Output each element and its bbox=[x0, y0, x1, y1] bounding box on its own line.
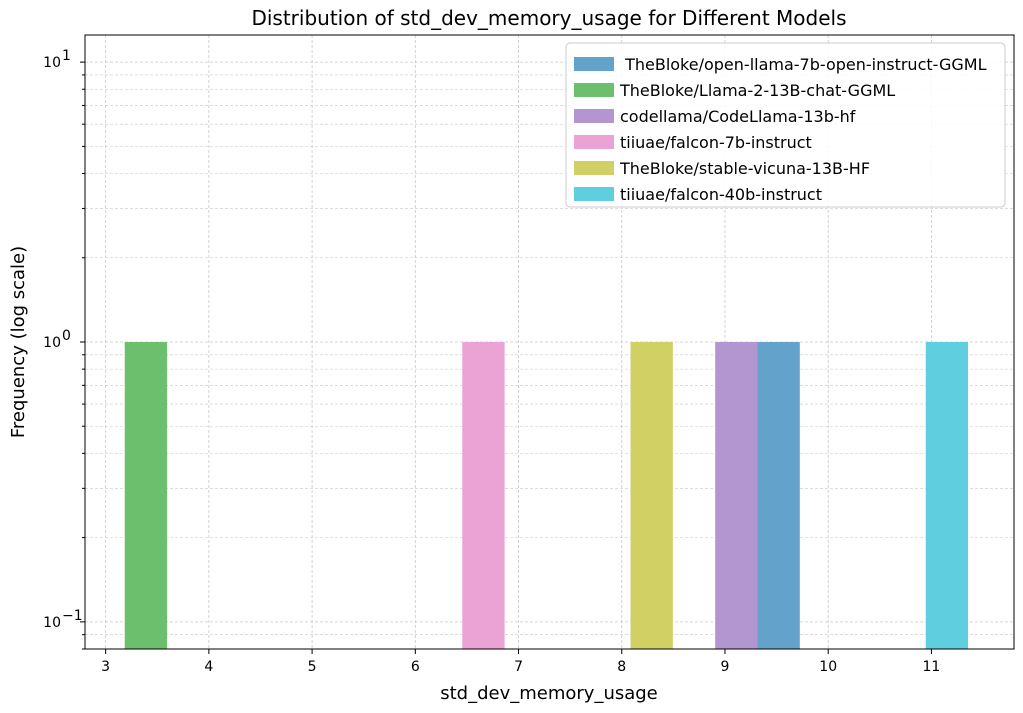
x-tick-label: 9 bbox=[721, 659, 730, 675]
x-tick-label: 7 bbox=[514, 659, 523, 675]
y-axis-label: Frequency (log scale) bbox=[8, 246, 29, 438]
y-tick-exponent: 1 bbox=[62, 48, 71, 64]
y-tick-label: 10 bbox=[43, 55, 61, 71]
bars bbox=[124, 342, 969, 649]
legend: TheBloke/open-llama-7b-open-instruct-GGM… bbox=[565, 42, 1006, 208]
legend-label: tiiuae/falcon-40b-instruct bbox=[620, 185, 822, 204]
legend-label: TheBloke/open-llama-7b-open-instruct-GGM… bbox=[620, 55, 987, 74]
x-axis-label: std_dev_memory_usage bbox=[440, 683, 658, 704]
legend-label: TheBloke/Llama-2-13B-chat-GGML bbox=[619, 81, 895, 100]
legend-label: tiiuae/falcon-7b-instruct bbox=[620, 133, 812, 152]
x-tick-label: 10 bbox=[819, 659, 837, 675]
legend-swatch bbox=[574, 57, 614, 71]
x-tick-label: 11 bbox=[923, 659, 941, 675]
legend-swatch bbox=[574, 83, 614, 97]
legend-box bbox=[565, 42, 1006, 208]
x-tick-label: 6 bbox=[411, 659, 420, 675]
bar bbox=[757, 342, 800, 649]
bar bbox=[630, 342, 673, 649]
y-tick-exponent: 0 bbox=[62, 328, 71, 344]
x-tick-label: 4 bbox=[204, 659, 213, 675]
x-tick-label: 5 bbox=[308, 659, 317, 675]
x-tick-label: 3 bbox=[101, 659, 110, 675]
y-tick-exponent: −1 bbox=[62, 608, 83, 624]
y-tick-label: 10 bbox=[43, 615, 61, 631]
chart-title: Distribution of std_dev_memory_usage for… bbox=[251, 6, 846, 30]
legend-swatch bbox=[574, 135, 614, 149]
legend-swatch bbox=[574, 109, 614, 123]
legend-swatch bbox=[574, 187, 614, 201]
bar bbox=[715, 342, 758, 649]
bar bbox=[925, 342, 969, 649]
bar bbox=[462, 342, 505, 649]
x-tick-label: 8 bbox=[617, 659, 626, 675]
bar bbox=[124, 342, 168, 649]
legend-label: codellama/CodeLlama-13b-hf bbox=[620, 107, 856, 126]
legend-label: TheBloke/stable-vicuna-13B-HF bbox=[619, 159, 870, 178]
y-tick-label: 10 bbox=[43, 335, 61, 351]
legend-swatch bbox=[574, 161, 614, 175]
